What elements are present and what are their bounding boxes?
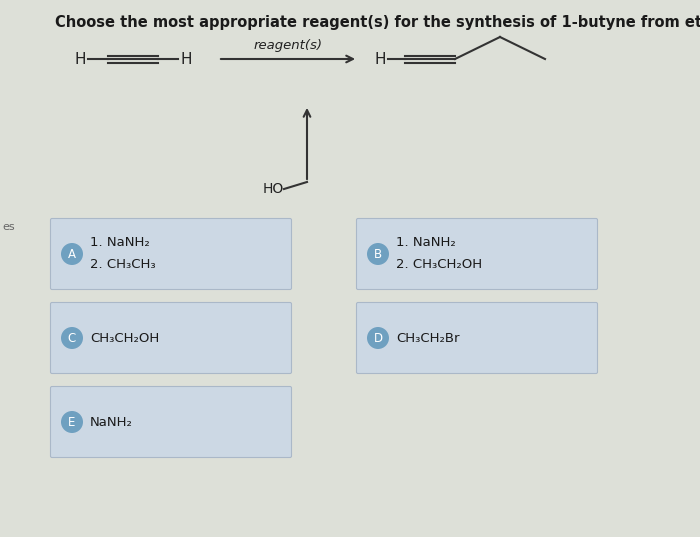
Text: H: H — [181, 52, 192, 67]
FancyBboxPatch shape — [50, 302, 291, 374]
Circle shape — [61, 411, 83, 433]
Text: CH₃CH₂OH: CH₃CH₂OH — [90, 331, 160, 345]
FancyBboxPatch shape — [356, 302, 598, 374]
Circle shape — [367, 327, 389, 349]
Text: D: D — [373, 331, 383, 345]
Text: B: B — [374, 248, 382, 260]
Text: C: C — [68, 331, 76, 345]
FancyBboxPatch shape — [50, 387, 291, 458]
Text: CH₃CH₂Br: CH₃CH₂Br — [396, 331, 459, 345]
Text: 1. NaNH₂: 1. NaNH₂ — [396, 236, 456, 250]
Text: 1. NaNH₂: 1. NaNH₂ — [90, 236, 150, 250]
FancyBboxPatch shape — [50, 219, 291, 289]
Text: Choose the most appropriate reagent(s) for the synthesis of 1-butyne from ethyne: Choose the most appropriate reagent(s) f… — [55, 14, 700, 30]
Text: E: E — [69, 416, 76, 429]
Text: NaNH₂: NaNH₂ — [90, 416, 133, 429]
Circle shape — [61, 327, 83, 349]
Text: 2. CH₃CH₂OH: 2. CH₃CH₂OH — [396, 258, 482, 272]
Text: HO: HO — [262, 182, 284, 196]
Text: 2. CH₃CH₃: 2. CH₃CH₃ — [90, 258, 155, 272]
Text: reagent(s): reagent(s) — [253, 39, 323, 52]
Text: es: es — [2, 222, 15, 232]
Circle shape — [367, 243, 389, 265]
Circle shape — [61, 243, 83, 265]
Text: H: H — [74, 52, 85, 67]
Text: A: A — [68, 248, 76, 260]
FancyBboxPatch shape — [356, 219, 598, 289]
Text: H: H — [374, 52, 386, 67]
